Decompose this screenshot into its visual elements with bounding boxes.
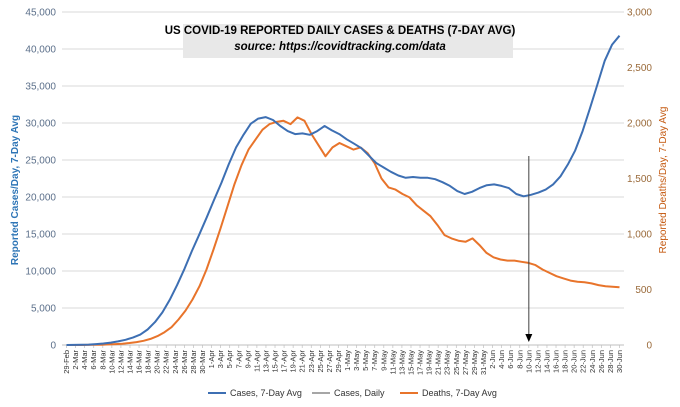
- y-left-tick-label: 30,000: [25, 119, 56, 130]
- y-left-tick-label: 15,000: [25, 230, 56, 241]
- annotation-arrow: [525, 156, 533, 342]
- x-tick-label: 24-Mar: [171, 350, 180, 374]
- x-tick-label: 10-Mar: [107, 350, 116, 374]
- title-box: [183, 24, 513, 58]
- y-right-tick-label: 2,000: [627, 119, 652, 130]
- y-right-tick-label: 2,500: [627, 63, 652, 74]
- y-right-tick-label: 1,500: [627, 174, 652, 185]
- x-tick-label: 26-Jun: [597, 350, 606, 373]
- x-tick-label: 22-Jun: [579, 350, 588, 373]
- y-axis-left-label: Reported Cases/Day, 7-Day Avg: [10, 115, 21, 265]
- x-tick-label: 2-Mar: [71, 350, 80, 370]
- x-tick-label: 19-Apr: [289, 350, 298, 373]
- series-deaths-7day-avg-line: [66, 116, 620, 346]
- y-axis-right-label: Reported Deaths/Day, 7-Day Avg: [658, 107, 669, 254]
- x-tick-label: 14-Mar: [125, 350, 134, 374]
- annotation-arrowhead: [525, 334, 533, 342]
- x-tick-label: 12-Jun: [533, 350, 542, 373]
- x-tick-label: 10-Jun: [524, 350, 533, 373]
- x-tick-label: 4-Mar: [80, 350, 89, 370]
- chart-subtitle: source: https://covidtracking.com/data: [234, 41, 446, 53]
- x-tick-label: 28-Jun: [606, 350, 615, 373]
- x-tick-label: 20-Jun: [570, 350, 579, 373]
- x-tick-label: 27-Apr: [325, 350, 334, 373]
- x-tick-label: 11-Apr: [252, 350, 261, 372]
- x-tick-label: 29-Feb: [62, 350, 71, 374]
- y-right-tick-label: 3,000: [627, 8, 652, 19]
- x-tick-label: 3-May: [352, 350, 361, 371]
- x-tick-label: 30-Mar: [198, 350, 207, 374]
- x-tick-label: 16-Jun: [552, 350, 561, 373]
- x-tick-label: 6-Jun: [506, 350, 515, 369]
- x-tick-label: 8-Mar: [98, 350, 107, 370]
- x-tick-label: 5-May: [361, 350, 370, 371]
- x-tick-label: 5-Apr: [225, 350, 234, 369]
- gridlines: [62, 11, 624, 346]
- x-tick-label: 1-Apr: [207, 350, 216, 369]
- x-tick-label: 11-May: [388, 350, 397, 375]
- x-tick-label: 7-Apr: [234, 350, 243, 369]
- chart-title: US COVID-19 REPORTED DAILY CASES & DEATH…: [164, 25, 516, 37]
- legend-label-cases: Cases, 7-Day Avg: [230, 388, 302, 398]
- x-tick-label: 2-Jun: [488, 350, 497, 369]
- x-tick-label: 26-Mar: [180, 350, 189, 374]
- x-tick-label: 12-Mar: [116, 350, 125, 374]
- x-tick-label: 9-May: [379, 350, 388, 371]
- y-right-tick-label: 0: [646, 341, 652, 352]
- y-left-tick-label: 35,000: [25, 82, 56, 93]
- legend: Cases, 7-Day Avg Cases, Daily Deaths, 7-Da…: [208, 388, 497, 398]
- y-left-tick-label: 20,000: [25, 193, 56, 204]
- x-tick-label: 23-Apr: [307, 350, 316, 373]
- series-lines: [66, 35, 621, 346]
- x-tick-label: 24-Jun: [588, 350, 597, 373]
- x-tick-label: 29-May: [470, 350, 479, 375]
- x-tick-label: 29-Apr: [334, 350, 343, 373]
- x-tick-label: 13-Apr: [261, 350, 270, 373]
- x-tick-label: 22-Mar: [162, 350, 171, 374]
- x-tick-label: 14-Jun: [542, 350, 551, 373]
- y-left-tick-label: 0: [50, 341, 56, 352]
- x-tick-label: 6-Mar: [89, 350, 98, 370]
- x-tick-label: 8-Jun: [515, 350, 524, 369]
- y-left-tick-label: 10,000: [25, 267, 56, 278]
- x-tick-label: 21-Apr: [298, 350, 307, 373]
- y-right-tick-label: 500: [635, 285, 652, 296]
- x-tick-label: 15-Apr: [271, 350, 280, 373]
- x-tick-label: 16-Mar: [135, 350, 144, 374]
- x-tick-label: 21-May: [434, 350, 443, 375]
- x-tick-label: 23-May: [443, 350, 452, 375]
- x-tick-label: 15-May: [406, 350, 415, 375]
- x-tick-label: 17-May: [416, 350, 425, 375]
- legend-label-daily: Cases, Daily: [334, 388, 385, 398]
- x-tick-label: 4-Jun: [497, 350, 506, 369]
- x-tick-label: 17-Apr: [280, 350, 289, 373]
- x-tick-label: 20-Mar: [153, 350, 162, 374]
- y-left-tick-label: 25,000: [25, 156, 56, 167]
- y-axis-right-ticks: 0 500 1,000 1,500 2,000 2,500 3,000: [627, 8, 652, 352]
- x-tick-label: 30-Jun: [615, 350, 624, 373]
- x-axis-ticks: 29-Feb 2-Mar 4-Mar 6-Mar 8-Mar 10-Mar 12-Mar 14…: [62, 345, 624, 375]
- x-tick-label: 25-May: [452, 350, 461, 375]
- legend-label-deaths: Deaths, 7-Day Avg: [422, 388, 497, 398]
- x-tick-label: 19-May: [425, 350, 434, 375]
- y-axis-left-ticks: 0 5,000 10,000 15,000 20,000 25,000 30,000 35,0…: [25, 8, 56, 352]
- y-left-tick-label: 40,000: [25, 45, 56, 56]
- y-right-tick-label: 1,000: [627, 230, 652, 241]
- x-tick-label: 25-Apr: [316, 350, 325, 373]
- y-left-tick-label: 45,000: [25, 8, 56, 19]
- x-tick-label: 27-May: [461, 350, 470, 375]
- x-tick-label: 3-Apr: [216, 350, 225, 369]
- x-tick-label: 28-Mar: [189, 350, 198, 374]
- x-tick-label: 7-May: [370, 350, 379, 371]
- x-tick-label: 18-Mar: [144, 350, 153, 374]
- series-cases-7day-avg-line: [66, 35, 621, 346]
- x-tick-label: 9-Apr: [243, 350, 252, 369]
- x-tick-label: 18-Jun: [561, 350, 570, 373]
- x-tick-label: 31-May: [479, 350, 488, 375]
- x-tick-label: 1-May: [343, 350, 352, 371]
- x-tick-label: 13-May: [397, 350, 406, 375]
- y-left-tick-label: 5,000: [31, 304, 56, 315]
